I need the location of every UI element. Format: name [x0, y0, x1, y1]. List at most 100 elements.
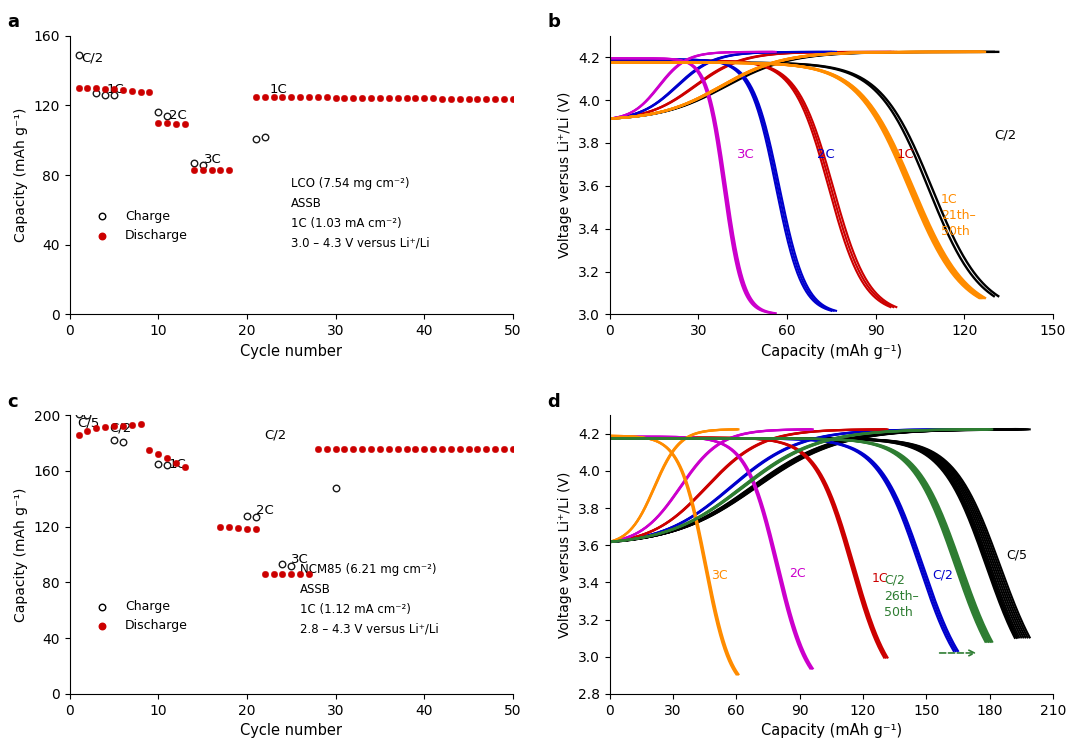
Text: b: b — [548, 14, 561, 32]
Point — [114, 435, 132, 447]
Text: LCO (7.54 mg cm⁻²)
ASSB
1C (1.03 mA cm⁻²)
3.0 – 4.3 V versus Li⁺/Li: LCO (7.54 mg cm⁻²) ASSB 1C (1.03 mA cm⁻²… — [292, 177, 430, 250]
Point — [70, 82, 87, 94]
Point — [336, 92, 353, 104]
Point — [194, 164, 212, 176]
Point — [380, 92, 397, 104]
Point — [363, 92, 380, 104]
Point — [309, 443, 326, 455]
Point — [70, 429, 87, 441]
Point — [451, 443, 469, 455]
Y-axis label: Voltage versus Li⁺/Li (V): Voltage versus Li⁺/Li (V) — [558, 472, 572, 638]
Point — [106, 89, 123, 101]
Text: C/2
26th–
50th: C/2 26th– 50th — [885, 574, 919, 619]
Point — [87, 422, 105, 434]
Point — [283, 91, 300, 103]
Point — [433, 92, 450, 105]
Point — [70, 408, 87, 420]
Point — [256, 91, 273, 103]
Point — [407, 92, 424, 105]
Point — [389, 92, 406, 104]
Point — [176, 461, 193, 473]
Point — [460, 92, 477, 105]
Point — [220, 164, 238, 176]
Point — [336, 443, 353, 455]
Point — [150, 106, 167, 118]
Point — [256, 131, 273, 143]
Point — [292, 568, 309, 580]
Text: 3C: 3C — [204, 153, 222, 166]
Point — [327, 92, 345, 104]
Point — [185, 164, 202, 176]
Text: 3C: 3C — [292, 553, 309, 566]
Point — [309, 91, 326, 103]
Legend: Charge, Discharge: Charge, Discharge — [85, 595, 192, 638]
Point — [247, 91, 265, 103]
Point — [380, 443, 397, 455]
Point — [114, 420, 132, 432]
Point — [87, 87, 105, 99]
Point — [407, 443, 424, 455]
Text: 2C: 2C — [256, 504, 273, 517]
Point — [229, 522, 246, 534]
Point — [424, 443, 442, 455]
Text: 3C: 3C — [737, 148, 755, 161]
Point — [327, 443, 345, 455]
Point — [106, 435, 123, 447]
Point — [433, 443, 450, 455]
Point — [194, 159, 212, 171]
Point — [442, 92, 459, 105]
Point — [140, 86, 158, 99]
Point — [79, 409, 96, 421]
Text: 1C: 1C — [872, 572, 888, 585]
Y-axis label: Voltage versus Li⁺/Li (V): Voltage versus Li⁺/Li (V) — [558, 92, 572, 258]
Point — [176, 118, 193, 130]
Point — [424, 92, 442, 105]
Point — [203, 164, 220, 176]
Text: 1C: 1C — [168, 458, 187, 472]
Point — [150, 117, 167, 129]
Text: 1C
21th–
50th: 1C 21th– 50th — [941, 193, 975, 238]
Point — [487, 93, 504, 105]
Point — [150, 458, 167, 470]
Point — [300, 91, 318, 103]
Point — [212, 520, 229, 532]
Point — [239, 510, 256, 522]
Text: 2C: 2C — [816, 148, 834, 161]
Point — [96, 421, 113, 433]
Point — [442, 443, 459, 455]
Point — [319, 92, 336, 104]
Point — [167, 118, 185, 130]
Point — [167, 456, 185, 468]
Legend: Charge, Discharge: Charge, Discharge — [85, 205, 192, 247]
Point — [300, 568, 318, 580]
Point — [150, 448, 167, 460]
Point — [140, 444, 158, 456]
Point — [239, 523, 256, 535]
Point — [247, 132, 265, 144]
Point — [79, 425, 96, 437]
Point — [469, 93, 486, 105]
Point — [220, 521, 238, 533]
Point — [70, 49, 87, 61]
Point — [106, 83, 123, 96]
Point — [397, 443, 415, 455]
Point — [496, 443, 513, 455]
Text: C/2: C/2 — [994, 129, 1016, 141]
Text: 1C: 1C — [107, 83, 124, 96]
Point — [106, 420, 123, 432]
Text: C/2: C/2 — [933, 569, 954, 582]
Point — [504, 443, 522, 455]
Point — [79, 82, 96, 94]
Point — [416, 443, 433, 455]
Point — [353, 92, 370, 104]
Point — [265, 568, 282, 580]
Point — [247, 523, 265, 535]
Point — [256, 568, 273, 580]
Point — [389, 443, 406, 455]
Point — [345, 92, 362, 104]
Point — [477, 443, 495, 455]
Point — [487, 443, 504, 455]
Point — [283, 559, 300, 572]
Text: C/2: C/2 — [109, 422, 132, 435]
Point — [132, 418, 149, 430]
